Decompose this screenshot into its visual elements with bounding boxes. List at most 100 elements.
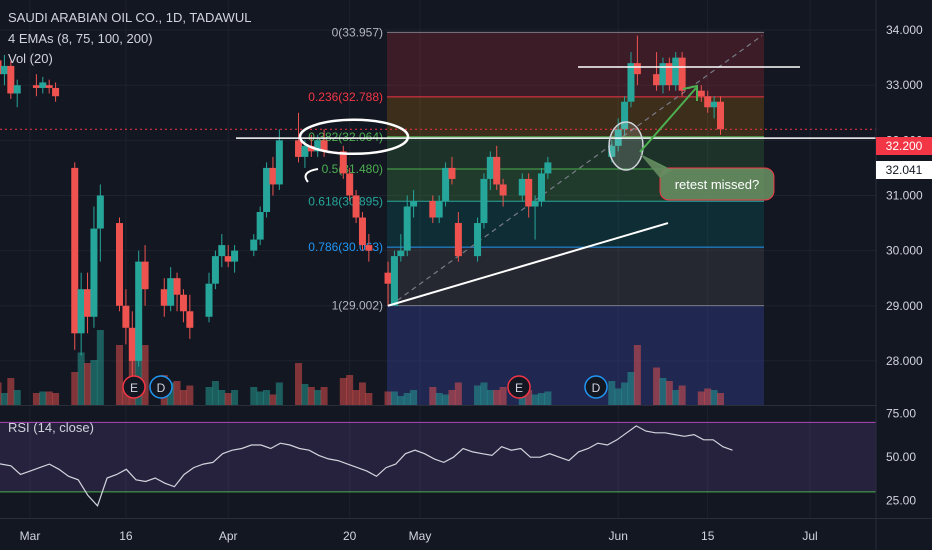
candle-body xyxy=(659,63,667,86)
candle-body xyxy=(442,167,450,201)
candle-body xyxy=(665,63,673,86)
rsi-tick-label: 25.00 xyxy=(886,494,916,508)
callout-tail xyxy=(640,154,672,178)
candle-body xyxy=(173,278,181,295)
volume-bar xyxy=(250,387,258,405)
candle-body xyxy=(653,74,661,86)
volume-legend[interactable]: Vol (20) xyxy=(8,51,53,66)
volume-bar xyxy=(474,385,482,405)
volume-bar xyxy=(352,390,360,405)
candle-body xyxy=(96,195,104,229)
candle-body xyxy=(135,261,143,361)
rsi-tick-label: 50.00 xyxy=(886,450,916,464)
candle-body xyxy=(250,239,258,251)
ema-legend[interactable]: 4 EMAs (8, 75, 100, 200) xyxy=(8,31,153,46)
candle-body xyxy=(128,327,136,361)
level-price-tag: 32.041 xyxy=(876,161,932,179)
volume-bar xyxy=(84,363,92,405)
volume-bar xyxy=(167,382,175,405)
volume-bar xyxy=(678,385,686,405)
candle-body xyxy=(608,145,616,157)
candle-body xyxy=(704,96,712,108)
fib-zone xyxy=(387,247,764,306)
time-tick-label: 15 xyxy=(701,529,715,543)
time-tick-label: Jul xyxy=(802,529,817,543)
candle-body xyxy=(307,145,315,152)
candle-body xyxy=(346,173,354,196)
volume-bar xyxy=(179,390,187,405)
volume-bar xyxy=(704,388,712,405)
time-tick-label: Jun xyxy=(609,529,628,543)
candle-body xyxy=(295,140,303,157)
fib-level-label: 0.382(32.064) xyxy=(308,130,383,144)
volume-bar xyxy=(435,393,443,405)
fib-level-label: 0.5(31.480) xyxy=(322,162,383,176)
event-circle xyxy=(507,375,531,399)
volume-bar xyxy=(531,394,539,405)
volume-bar xyxy=(390,391,398,405)
volume-bar xyxy=(653,367,661,405)
volume-bar xyxy=(608,381,616,405)
rsi-line xyxy=(0,425,733,507)
volume-bar xyxy=(205,387,213,405)
candle-body xyxy=(429,200,437,218)
volume-bar xyxy=(384,391,392,405)
fib-zone xyxy=(387,96,764,137)
ascending-trendline xyxy=(387,222,669,307)
candle-body xyxy=(263,167,271,213)
time-tick-label: May xyxy=(409,529,432,543)
volume-bar xyxy=(90,360,98,405)
volume-bar xyxy=(186,385,194,405)
volume-bar xyxy=(275,382,283,405)
volume-bar xyxy=(627,372,635,405)
volume-bar xyxy=(544,391,552,405)
fib-zone xyxy=(387,136,764,170)
volume-bar xyxy=(499,387,507,405)
callout-text: retest missed? xyxy=(675,177,760,192)
candle-body xyxy=(493,156,501,185)
volume-bar xyxy=(410,390,418,405)
rsi-tick-label: 75.00 xyxy=(886,407,916,421)
candle-body xyxy=(621,101,629,130)
candle-body xyxy=(269,167,277,185)
candle-body xyxy=(627,63,635,102)
rsi-band-fill xyxy=(0,422,876,492)
volume-bar xyxy=(71,372,79,405)
volume-bar xyxy=(614,388,622,405)
price-tick-label: 30.000 xyxy=(886,244,923,258)
volume-bar xyxy=(218,390,226,405)
volume-bar xyxy=(263,390,271,405)
last-price-tag: 32.200 xyxy=(876,137,932,155)
candle-body xyxy=(352,195,360,218)
target-arrow-shaft xyxy=(639,87,697,153)
price-tick-label: 29.000 xyxy=(886,299,923,313)
volume-bar xyxy=(7,378,15,405)
candle-body xyxy=(314,140,322,152)
candle-body xyxy=(224,256,232,262)
candle-body xyxy=(141,261,149,290)
volume-bar xyxy=(173,381,181,405)
candle-body xyxy=(480,178,488,224)
candle-body xyxy=(448,167,456,179)
rsi-legend[interactable]: RSI (14, close) xyxy=(8,420,94,435)
candle-body xyxy=(358,217,366,246)
volume-bar xyxy=(320,387,328,405)
time-tick-label: Mar xyxy=(20,529,41,543)
candle-body xyxy=(211,256,219,284)
highlight-ellipse xyxy=(298,118,410,156)
volume-bar xyxy=(295,363,303,405)
fib-level-label: 0.236(32.788) xyxy=(308,90,383,104)
volume-bar xyxy=(537,393,545,405)
volume-bar xyxy=(346,375,354,405)
time-tick-label: 16 xyxy=(119,529,133,543)
volume-bar xyxy=(659,378,667,405)
volume-bar xyxy=(525,390,533,405)
candle-body xyxy=(71,167,79,334)
volume-bar xyxy=(0,382,2,405)
candle-body xyxy=(160,289,168,306)
volume-bar xyxy=(665,381,673,405)
volume-bar xyxy=(256,391,264,405)
event-circle xyxy=(584,375,608,399)
candle-body xyxy=(77,289,85,334)
